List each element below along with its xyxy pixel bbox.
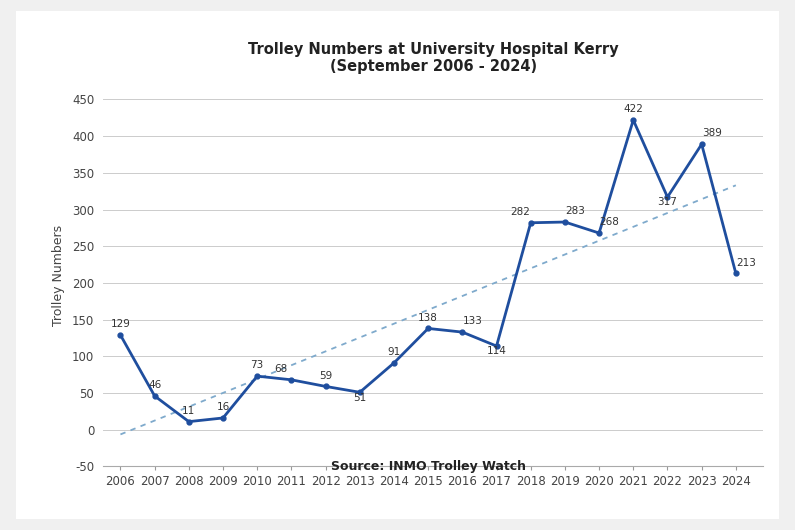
Text: 133: 133 xyxy=(463,316,483,326)
Text: 422: 422 xyxy=(623,104,643,114)
Text: 46: 46 xyxy=(148,380,161,390)
Text: 283: 283 xyxy=(565,206,585,216)
Y-axis label: Trolley Numbers: Trolley Numbers xyxy=(52,225,65,326)
Text: 16: 16 xyxy=(216,402,230,412)
Text: 114: 114 xyxy=(487,346,506,356)
Text: 389: 389 xyxy=(702,128,722,138)
Text: 11: 11 xyxy=(182,406,196,416)
Text: 268: 268 xyxy=(599,217,619,227)
Title: Trolley Numbers at University Hospital Kerry
(September 2006 - 2024): Trolley Numbers at University Hospital K… xyxy=(248,41,619,74)
Text: 91: 91 xyxy=(387,347,401,357)
Text: 138: 138 xyxy=(418,313,438,323)
Text: 73: 73 xyxy=(250,360,264,370)
Text: 213: 213 xyxy=(736,258,756,268)
Text: Source: INMO Trolley Watch: Source: INMO Trolley Watch xyxy=(331,460,525,473)
Text: 282: 282 xyxy=(510,207,530,217)
Text: 51: 51 xyxy=(353,393,366,403)
Text: 68: 68 xyxy=(274,364,288,374)
Text: 317: 317 xyxy=(657,197,677,207)
Text: 129: 129 xyxy=(111,319,130,329)
Text: 59: 59 xyxy=(319,370,332,381)
